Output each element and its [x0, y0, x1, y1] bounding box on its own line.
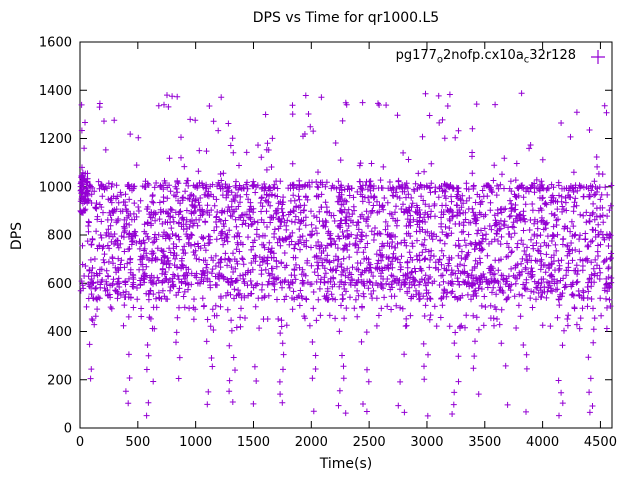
legend-series-label: pg177o2nofp.cx10ac32r128 [395, 48, 576, 66]
x-tick-label: 3000 [410, 435, 443, 450]
x-tick-label: 4000 [526, 435, 559, 450]
y-tick-label: 800 [47, 229, 72, 244]
x-tick-label: 1000 [179, 435, 212, 450]
x-tick-labels: 0 500 1000 1500 2000 2500 3000 3500 4000 4500 [76, 435, 617, 450]
y-tick-label: 400 [47, 325, 72, 340]
y-tick-label: 1000 [39, 180, 72, 195]
y-ticks [80, 41, 612, 429]
x-tick-label: 500 [125, 435, 150, 450]
x-ticks [79, 42, 601, 428]
x-tick-label: 2500 [353, 435, 386, 450]
y-tick-label: 1200 [39, 132, 72, 147]
x-tick-label: 1500 [237, 435, 270, 450]
legend: pg177o2nofp.cx10ac32r128 [396, 48, 606, 66]
x-tick-label: 0 [76, 435, 84, 450]
x-tick-label: 2000 [295, 435, 328, 450]
y-tick-labels: 0 200 400 600 800 1000 1200 1400 1600 [39, 36, 72, 437]
y-tick-label: 600 [47, 277, 72, 292]
y-tick-label: 1400 [39, 84, 72, 99]
y-tick-label: 200 [47, 373, 72, 388]
y-tick-label: 1600 [39, 36, 72, 51]
scatter-points [77, 90, 615, 419]
chart-title: DPS vs Time for qr1000.L5 [252, 10, 440, 26]
x-tick-label: 4500 [584, 435, 617, 450]
y-tick-label: 0 [64, 422, 72, 437]
legend-plus-marker-icon [591, 49, 605, 64]
x-axis-label: Time(s) [319, 456, 373, 472]
x-tick-label: 3500 [468, 435, 501, 450]
